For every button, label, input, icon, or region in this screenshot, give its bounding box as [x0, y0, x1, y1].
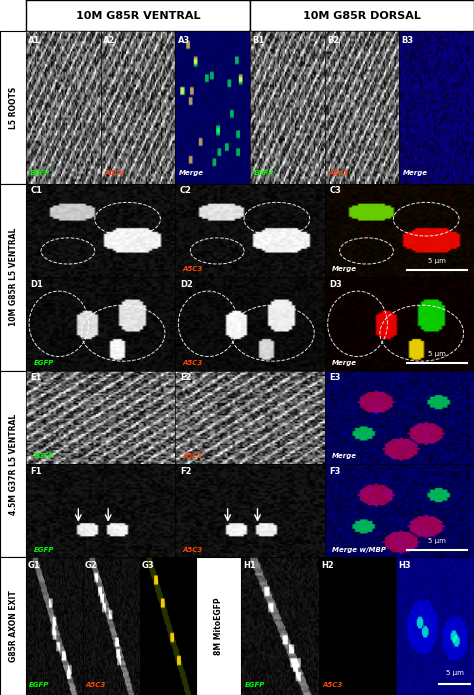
Text: 5 μm: 5 μm: [428, 258, 446, 264]
Text: B2: B2: [327, 36, 339, 45]
Text: EGFP: EGFP: [34, 547, 54, 553]
Text: 10M G85R L5 VENTRAL: 10M G85R L5 VENTRAL: [9, 228, 18, 326]
Text: B3: B3: [401, 36, 414, 45]
Text: 10M G85R DORSAL: 10M G85R DORSAL: [303, 10, 421, 21]
Text: A5C3: A5C3: [328, 170, 349, 176]
Text: A5C3: A5C3: [183, 360, 203, 366]
Text: 10M G85R VENTRAL: 10M G85R VENTRAL: [76, 10, 201, 21]
Text: C3: C3: [329, 186, 341, 195]
Text: D2: D2: [180, 280, 193, 289]
Text: C2: C2: [180, 186, 192, 195]
Text: EGFP: EGFP: [34, 453, 54, 459]
Text: EGFP: EGFP: [245, 682, 265, 688]
Text: 8M MitoEGFP: 8M MitoEGFP: [214, 598, 223, 655]
Text: F2: F2: [180, 467, 191, 476]
Text: 4.5M G37R L5 VENTRAL: 4.5M G37R L5 VENTRAL: [9, 414, 18, 514]
Text: F1: F1: [30, 467, 42, 476]
Text: A5C3: A5C3: [86, 682, 106, 688]
Text: 5 μm: 5 μm: [428, 538, 446, 544]
Text: L5 ROOTS: L5 ROOTS: [9, 86, 18, 129]
Text: EGFP: EGFP: [30, 170, 50, 176]
Text: D1: D1: [30, 280, 44, 289]
Text: C1: C1: [30, 186, 43, 195]
Text: A5C3: A5C3: [323, 682, 343, 688]
Text: 5 μm: 5 μm: [446, 670, 464, 676]
Text: A5C3: A5C3: [104, 170, 125, 176]
Text: B1: B1: [252, 36, 264, 45]
Text: A5C3: A5C3: [183, 266, 203, 272]
Text: E1: E1: [30, 373, 42, 382]
Text: H1: H1: [244, 562, 256, 571]
Text: E3: E3: [329, 373, 340, 382]
Text: 5 μm: 5 μm: [428, 352, 446, 357]
Text: Merge: Merge: [332, 360, 357, 366]
Text: A1: A1: [28, 36, 41, 45]
Text: Merge: Merge: [332, 266, 357, 272]
Text: A5C3: A5C3: [183, 547, 203, 553]
Text: A2: A2: [103, 36, 115, 45]
Text: Merge: Merge: [332, 453, 357, 459]
Text: Merge: Merge: [403, 170, 428, 176]
Text: H2: H2: [321, 562, 334, 571]
Text: G85R AXON EXIT: G85R AXON EXIT: [9, 590, 18, 662]
Text: EGFP: EGFP: [254, 170, 274, 176]
Text: G2: G2: [84, 562, 97, 571]
Text: A5C3: A5C3: [183, 453, 203, 459]
Text: A3: A3: [178, 36, 190, 45]
Text: D3: D3: [329, 280, 342, 289]
Text: E2: E2: [180, 373, 191, 382]
Text: G1: G1: [28, 562, 40, 571]
Text: EGFP: EGFP: [34, 360, 54, 366]
Text: H3: H3: [399, 562, 411, 571]
Text: G3: G3: [141, 562, 154, 571]
Text: F3: F3: [329, 467, 340, 476]
Text: Merge w/MBP: Merge w/MBP: [332, 547, 386, 553]
Text: EGFP: EGFP: [29, 682, 49, 688]
Text: Merge: Merge: [179, 170, 204, 176]
